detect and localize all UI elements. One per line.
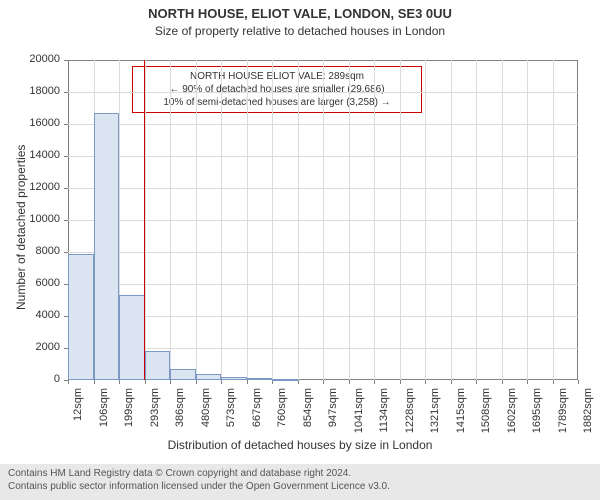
grid-line — [196, 60, 197, 380]
grid-line — [221, 60, 222, 380]
x-tick-mark — [145, 380, 146, 384]
histogram-bar — [247, 378, 272, 380]
y-tick-label: 6000 — [0, 277, 60, 289]
x-tick-mark — [119, 380, 120, 384]
x-axis-label: Distribution of detached houses by size … — [0, 438, 600, 452]
y-tick-label: 14000 — [0, 149, 60, 161]
x-tick-label: 1508sqm — [480, 388, 492, 438]
x-tick-mark — [349, 380, 350, 384]
grid-line — [451, 60, 452, 380]
x-tick-mark — [425, 380, 426, 384]
grid-line — [400, 60, 401, 380]
x-tick-label: 293sqm — [149, 388, 161, 438]
histogram-bar — [196, 374, 221, 380]
grid-line — [476, 60, 477, 380]
y-tick-label: 18000 — [0, 85, 60, 97]
grid-line — [553, 60, 554, 380]
x-tick-mark — [170, 380, 171, 384]
histogram-bar — [272, 379, 298, 381]
histogram-bar — [221, 377, 247, 380]
histogram-bar — [170, 369, 196, 380]
grid-line — [298, 60, 299, 380]
x-tick-label: 1041sqm — [353, 388, 365, 438]
x-tick-mark — [527, 380, 528, 384]
x-tick-label: 1228sqm — [404, 388, 416, 438]
histogram-bar — [94, 113, 119, 380]
y-tick-label: 2000 — [0, 341, 60, 353]
grid-line — [247, 60, 248, 380]
y-tick-label: 0 — [0, 373, 60, 385]
x-tick-label: 1415sqm — [455, 388, 467, 438]
x-tick-mark — [578, 380, 579, 384]
y-tick-label: 12000 — [0, 181, 60, 193]
y-tick-label: 4000 — [0, 309, 60, 321]
grid-line — [502, 60, 503, 380]
x-tick-label: 573sqm — [225, 388, 237, 438]
x-tick-label: 1882sqm — [582, 388, 594, 438]
x-tick-mark — [221, 380, 222, 384]
y-tick-mark — [64, 60, 68, 61]
y-tick-mark — [64, 92, 68, 93]
x-tick-label: 480sqm — [200, 388, 212, 438]
x-tick-label: 1134sqm — [378, 388, 390, 438]
chart-container: NORTH HOUSE, ELIOT VALE, LONDON, SE3 0UU… — [0, 0, 600, 500]
y-tick-mark — [64, 188, 68, 189]
grid-line — [272, 60, 273, 380]
x-tick-label: 1695sqm — [531, 388, 543, 438]
y-tick-label: 8000 — [0, 245, 60, 257]
y-tick-mark — [64, 124, 68, 125]
footer-attribution: Contains HM Land Registry data © Crown c… — [0, 464, 600, 500]
x-tick-label: 947sqm — [327, 388, 339, 438]
histogram-bar — [119, 295, 145, 380]
x-tick-label: 1602sqm — [506, 388, 518, 438]
x-tick-label: 12sqm — [72, 388, 84, 438]
grid-line — [170, 60, 171, 380]
footer-line1: Contains HM Land Registry data © Crown c… — [8, 468, 592, 481]
x-tick-label: 667sqm — [251, 388, 263, 438]
x-tick-mark — [502, 380, 503, 384]
x-tick-label: 854sqm — [302, 388, 314, 438]
x-tick-mark — [476, 380, 477, 384]
grid-line — [425, 60, 426, 380]
grid-line — [374, 60, 375, 380]
marker-line — [144, 60, 145, 380]
x-tick-mark — [451, 380, 452, 384]
x-tick-mark — [323, 380, 324, 384]
y-tick-mark — [64, 156, 68, 157]
chart-subtitle: Size of property relative to detached ho… — [0, 24, 600, 38]
x-tick-label: 1321sqm — [429, 388, 441, 438]
x-tick-label: 760sqm — [276, 388, 288, 438]
x-tick-mark — [247, 380, 248, 384]
x-tick-mark — [94, 380, 95, 384]
y-tick-mark — [64, 220, 68, 221]
x-tick-mark — [68, 380, 69, 384]
x-tick-mark — [400, 380, 401, 384]
x-tick-mark — [374, 380, 375, 384]
histogram-bar — [68, 254, 94, 380]
y-tick-label: 10000 — [0, 213, 60, 225]
grid-line — [349, 60, 350, 380]
x-tick-label: 199sqm — [123, 388, 135, 438]
x-tick-mark — [298, 380, 299, 384]
chart-title: NORTH HOUSE, ELIOT VALE, LONDON, SE3 0UU — [0, 6, 600, 21]
annotation-box: NORTH HOUSE ELIOT VALE: 289sqm ← 90% of … — [132, 66, 422, 113]
x-tick-mark — [196, 380, 197, 384]
grid-line — [323, 60, 324, 380]
histogram-bar — [145, 351, 170, 380]
x-tick-label: 386sqm — [174, 388, 186, 438]
x-tick-mark — [553, 380, 554, 384]
x-tick-label: 106sqm — [98, 388, 110, 438]
y-tick-label: 16000 — [0, 117, 60, 129]
footer-line2: Contains public sector information licen… — [8, 481, 592, 494]
grid-line — [145, 60, 146, 380]
x-tick-label: 1789sqm — [557, 388, 569, 438]
grid-line — [527, 60, 528, 380]
y-tick-label: 20000 — [0, 53, 60, 65]
